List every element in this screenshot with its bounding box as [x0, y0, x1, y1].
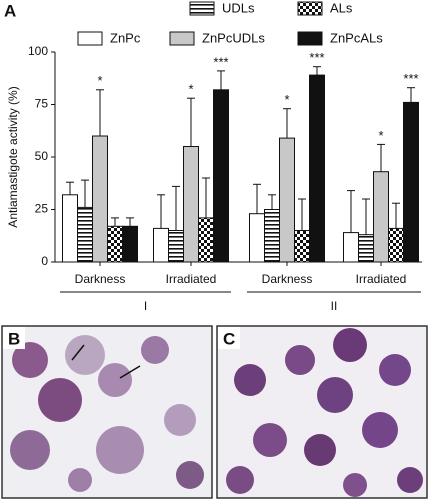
- bar: [343, 232, 359, 263]
- y-axis-label: Antiamastigote activity (%): [6, 86, 20, 227]
- bar: [122, 225, 138, 263]
- y-tick-label: 75: [35, 97, 49, 111]
- legend-swatch: [297, 1, 323, 16]
- bar: [168, 230, 184, 263]
- bar: [358, 234, 374, 263]
- group-label: I: [144, 299, 147, 313]
- micrograph-c: [216, 325, 428, 499]
- legend-label: ZnPcALs: [330, 30, 383, 45]
- significance-label: *: [378, 128, 383, 143]
- significance-label: ***: [213, 54, 228, 69]
- x-tick-label: Irradiated: [166, 272, 217, 286]
- legend-label: ALs: [330, 0, 353, 15]
- significance-label: *: [188, 82, 193, 97]
- bar: [183, 146, 199, 263]
- y-tick-label: 100: [28, 44, 48, 58]
- panel-label: A: [4, 1, 16, 20]
- y-tick-label: 25: [35, 202, 49, 216]
- bar: [373, 171, 389, 263]
- bar: [309, 74, 325, 263]
- significance-label: ***: [403, 71, 418, 86]
- significance-label: *: [284, 92, 289, 107]
- legend-label: ZnPc: [110, 30, 141, 45]
- legend-label: ZnPcUDLs: [202, 30, 265, 45]
- y-tick-label: 0: [41, 254, 48, 268]
- significance-label: *: [97, 73, 102, 88]
- panel-label: B: [8, 329, 20, 348]
- bar: [92, 135, 108, 263]
- bar: [213, 89, 229, 263]
- significance-label: ***: [309, 50, 324, 65]
- bar: [107, 225, 123, 263]
- bar: [153, 227, 169, 263]
- legend-swatch: [189, 1, 215, 16]
- x-tick-label: Darkness: [262, 272, 313, 286]
- legend-swatch: [77, 31, 103, 46]
- y-tick-label: 50: [35, 149, 49, 163]
- x-tick-label: Darkness: [75, 272, 126, 286]
- legend-swatch: [297, 31, 323, 46]
- bar: [249, 213, 265, 263]
- group-label: II: [331, 299, 338, 313]
- bar: [264, 209, 280, 263]
- bar: [403, 101, 419, 263]
- bar: [294, 230, 310, 263]
- micrograph-b: [1, 325, 213, 499]
- x-tick-label: Irradiated: [356, 272, 407, 286]
- legend-label: UDLs: [222, 0, 255, 15]
- bar: [388, 227, 404, 263]
- bar: [62, 194, 78, 263]
- bar: [279, 137, 295, 263]
- legend-swatch: [169, 31, 195, 46]
- panel-label: C: [223, 329, 235, 348]
- bar: [77, 206, 93, 263]
- bar: [198, 217, 214, 263]
